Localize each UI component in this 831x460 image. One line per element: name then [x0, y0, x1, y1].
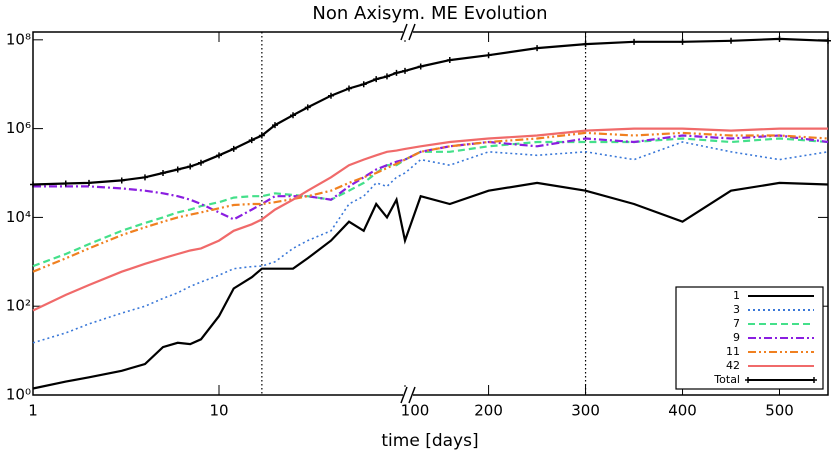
series-marker: [446, 57, 453, 64]
series-marker: [160, 170, 167, 177]
series-line: [32, 131, 829, 273]
axis-break: [400, 386, 408, 404]
y-tick-label: 10⁶: [6, 119, 31, 137]
x-tick-label: 10: [209, 402, 228, 420]
legend-marker: [811, 377, 817, 383]
series-marker: [360, 81, 367, 88]
chart-title: Non Axisym. ME Evolution: [312, 3, 547, 24]
x-axis-label: time [days]: [381, 431, 478, 451]
series-marker: [248, 137, 255, 144]
legend-label: 9: [733, 331, 740, 344]
series-marker: [62, 180, 69, 187]
axis-break-gap: [403, 387, 413, 403]
x-tick-label: 500: [765, 402, 794, 420]
series-marker: [383, 73, 390, 80]
series-marker: [187, 163, 194, 170]
series-marker: [85, 179, 92, 186]
series-marker: [258, 132, 265, 139]
series-marker: [534, 45, 541, 52]
series-line: [33, 134, 829, 221]
x-tick-label: 400: [668, 402, 697, 420]
series-marker: [631, 38, 638, 45]
x-tick-label: 300: [571, 402, 600, 420]
series-marker: [304, 104, 311, 111]
legend-marker: [745, 377, 751, 383]
series-line: [32, 37, 829, 186]
series-marker: [216, 152, 222, 159]
y-tick-label: 10⁸: [6, 30, 31, 48]
legend-label: 7: [733, 317, 740, 330]
series-marker: [417, 63, 424, 70]
series-marker: [141, 174, 148, 181]
series-marker: [290, 112, 297, 119]
series-marker: [582, 41, 589, 48]
axis-break: [400, 23, 408, 41]
series-marker: [271, 122, 278, 129]
y-tick-label: 10⁰: [6, 386, 31, 404]
series-marker: [728, 37, 735, 44]
series-line: [32, 127, 828, 312]
x-tick-label: 1: [28, 402, 38, 420]
legend-label: 11: [726, 345, 740, 358]
series-marker: [197, 159, 204, 166]
series-marker: [30, 181, 36, 188]
series-marker: [825, 37, 831, 44]
series-marker: [230, 145, 237, 152]
plot-frame: [32, 31, 829, 396]
series-marker: [393, 69, 400, 76]
axis-break: [408, 386, 416, 404]
series-marker: [118, 177, 125, 184]
series-line: [32, 141, 829, 344]
legend-label: 42: [726, 359, 740, 372]
x-tick-label: 100: [401, 402, 430, 420]
axis-break: [408, 23, 416, 41]
x-tick-label: 200: [474, 402, 503, 420]
series-marker: [373, 76, 380, 83]
series-line: [32, 137, 829, 268]
series-marker: [346, 85, 353, 92]
series-marker: [776, 35, 783, 42]
legend-label: 1: [733, 289, 740, 302]
series-marker: [679, 38, 686, 45]
series-marker: [327, 92, 334, 99]
series-marker: [174, 166, 181, 173]
series-marker: [485, 52, 492, 59]
y-tick-label: 10⁴: [6, 208, 31, 226]
legend-label: Total: [713, 373, 740, 386]
series-marker: [402, 67, 408, 74]
axis-break-gap: [403, 24, 413, 40]
y-tick-label: 10²: [6, 297, 31, 315]
series-line: [32, 181, 829, 390]
legend-label: 3: [733, 303, 740, 316]
